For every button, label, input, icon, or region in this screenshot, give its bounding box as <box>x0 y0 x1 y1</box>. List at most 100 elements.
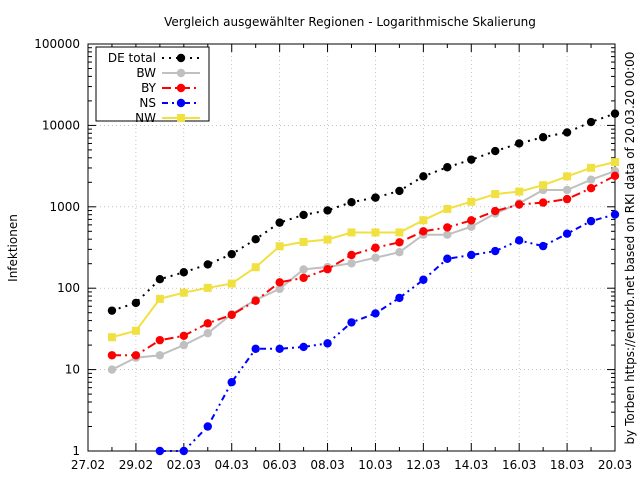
legend-label: NW <box>135 111 156 125</box>
series-line <box>112 174 616 357</box>
data-point <box>347 318 356 327</box>
data-point <box>467 250 476 260</box>
data-point <box>299 273 308 283</box>
series-line <box>159 213 616 452</box>
data-point <box>107 333 116 342</box>
data-point <box>395 186 404 196</box>
series <box>107 109 620 456</box>
data-point <box>562 185 572 195</box>
legend-marker <box>177 114 185 122</box>
legend-label: BW <box>136 66 156 80</box>
x-tick-label: 14.03 <box>454 458 488 472</box>
data-point <box>227 249 236 259</box>
legend-marker <box>176 98 186 108</box>
data-point <box>179 446 189 456</box>
x-tick-label: 06.03 <box>262 458 296 472</box>
data-point <box>371 253 380 262</box>
series-nw <box>107 158 619 342</box>
data-point <box>107 306 117 315</box>
data-point <box>251 234 260 244</box>
data-point <box>179 331 189 341</box>
axis-ticks: 1 10 100 1000 10000 100000 27.02 29.02 02.03 04.0… <box>34 37 632 472</box>
data-point <box>275 344 284 354</box>
x-tick-label: 29.02 <box>119 458 153 472</box>
data-point <box>514 200 524 209</box>
data-point <box>323 339 332 348</box>
legend-marker <box>176 68 186 78</box>
data-point <box>395 238 404 247</box>
data-point <box>587 163 596 172</box>
data-point <box>299 210 308 220</box>
data-point <box>586 117 596 127</box>
x-tick-label: 27.02 <box>71 458 105 472</box>
source-note: by Torben https://entorb.net based on RK… <box>623 52 637 445</box>
data-point <box>107 365 117 374</box>
data-point <box>443 204 452 213</box>
data-point <box>610 210 620 219</box>
data-point <box>538 198 548 207</box>
data-point <box>443 163 452 172</box>
data-point <box>515 187 524 196</box>
data-point <box>155 274 165 284</box>
data-point <box>275 218 284 227</box>
y-tick-label: 1000 <box>49 200 80 214</box>
data-point <box>203 319 212 328</box>
data-point <box>538 241 548 251</box>
legend-frame <box>95 46 210 122</box>
data-point <box>562 128 572 137</box>
data-point <box>395 247 404 257</box>
data-point <box>155 294 164 303</box>
legend-entry-de-total: DE total <box>108 51 200 65</box>
legend-label: BY <box>141 81 157 95</box>
data-point <box>299 265 308 274</box>
series-ns <box>155 210 620 456</box>
data-point <box>179 340 189 350</box>
data-point <box>371 243 380 252</box>
series-line <box>111 170 616 371</box>
x-tick-label: 04.03 <box>215 458 249 472</box>
y-tick-label: 10 <box>65 363 80 377</box>
data-point <box>323 235 332 244</box>
data-point <box>419 216 428 225</box>
data-point <box>467 155 476 164</box>
data-point <box>251 296 260 306</box>
data-point <box>467 222 476 231</box>
data-point <box>491 190 500 199</box>
data-point <box>467 216 476 225</box>
data-point <box>491 206 500 216</box>
data-point <box>443 230 452 239</box>
series-line <box>111 112 616 312</box>
data-point <box>275 242 284 251</box>
series-line <box>111 161 616 339</box>
data-point <box>203 422 212 431</box>
legend-entry-nw: NW <box>135 111 200 125</box>
data-point <box>419 172 428 181</box>
legend-entry-bw: BW <box>136 66 200 80</box>
series-de-total <box>107 109 620 315</box>
data-point <box>347 228 356 237</box>
series-by <box>107 171 620 360</box>
data-point <box>586 175 596 184</box>
data-point <box>179 268 189 277</box>
data-point <box>131 298 141 308</box>
data-point <box>419 275 428 284</box>
data-point <box>538 133 548 142</box>
legend-label: NS <box>139 96 156 110</box>
data-point <box>467 197 476 206</box>
plot-frame <box>87 43 616 452</box>
legend-marker <box>176 53 186 63</box>
data-point <box>227 378 236 387</box>
data-point <box>131 326 140 335</box>
data-point <box>155 446 165 456</box>
data-point <box>203 329 212 338</box>
y-tick-label: 10000 <box>42 118 80 132</box>
data-point <box>586 216 596 226</box>
data-point <box>227 279 236 288</box>
data-point <box>275 284 284 294</box>
data-point <box>251 263 260 272</box>
data-point <box>514 236 524 245</box>
legend-entry-ns: NS <box>139 96 200 110</box>
data-point <box>371 309 380 318</box>
data-point <box>203 260 212 269</box>
data-point <box>347 259 356 268</box>
